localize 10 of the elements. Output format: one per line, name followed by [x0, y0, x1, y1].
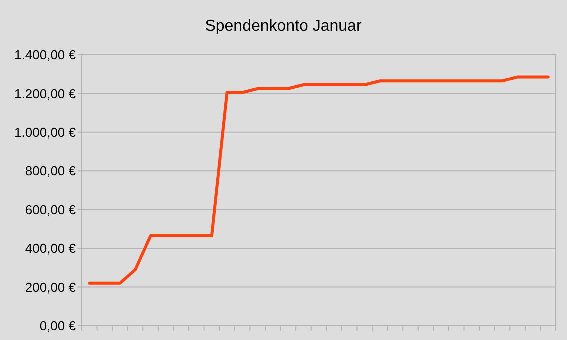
y-tick-label: 1.000,00 € — [14, 124, 77, 140]
y-tick-label: 800,00 € — [25, 164, 77, 179]
chart-title: Spendenkonto Januar — [205, 18, 362, 35]
y-tick-label: 600,00 € — [25, 202, 77, 218]
line-series — [88, 76, 550, 285]
y-tick-label: 1.400,00 € — [14, 48, 77, 63]
y-tick-label: 1.200,00 € — [14, 86, 77, 102]
y-tick-label: 400,00 € — [25, 241, 77, 256]
y-tick-label: 0,00 € — [40, 318, 77, 334]
y-tick-label: 200,00 € — [25, 280, 77, 295]
